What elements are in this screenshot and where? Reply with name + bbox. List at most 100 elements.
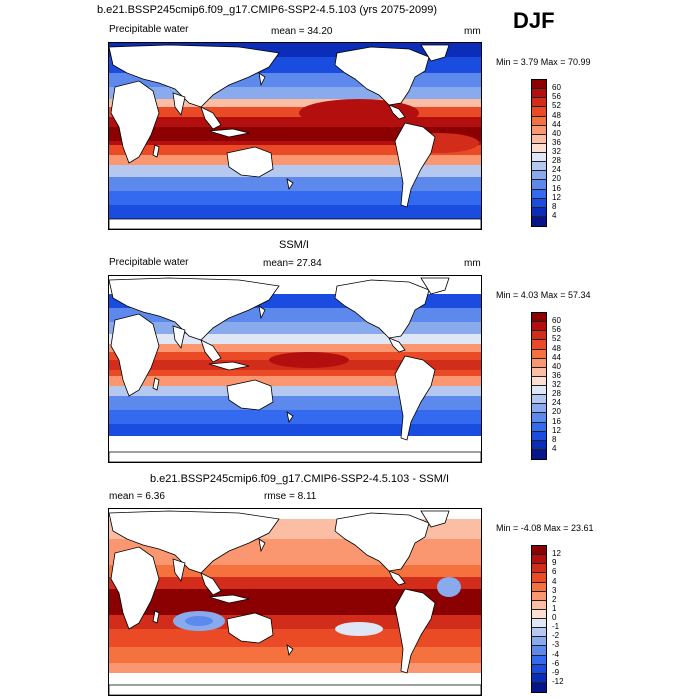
colorbar-tick-label: 4 (552, 576, 557, 586)
colorbar-swatch (532, 449, 546, 459)
panel1-title: b.e21.BSSP245cmip6.f09_g17.CMIP6-SSP2-4.… (97, 4, 437, 16)
continent-south-america (394, 122, 436, 208)
continent-se-asia (200, 339, 222, 363)
continent-north-america (334, 46, 430, 106)
colorbar-tick-label: 48 (552, 343, 561, 353)
colorbar-tick-label: 9 (552, 558, 557, 568)
colorbar-swatch (532, 134, 546, 144)
continent-south-america (394, 588, 436, 674)
panel1-map-svg (109, 43, 481, 229)
colorbar-tick-label: 52 (552, 334, 561, 344)
colorbar-swatch (532, 573, 546, 583)
panel3-map (108, 508, 482, 696)
colorbar-swatch (532, 600, 546, 610)
colorbar-tick-label: 36 (552, 137, 561, 147)
panel3-colorbar (531, 545, 547, 693)
panel3-map-svg (109, 509, 481, 695)
panel2-map (108, 275, 482, 463)
colorbar-swatch (532, 80, 546, 90)
panel2-colorbar-labels: 60 56 52 48 44 40 36 32 28 24 20 16 12 8 4 (552, 312, 582, 458)
colorbar-tick-label: 4 (552, 210, 557, 220)
colorbar-swatch (532, 98, 546, 108)
colorbar-swatch (532, 340, 546, 350)
colorbar-swatch (532, 153, 546, 163)
colorbar-tick-label: 32 (552, 147, 561, 156)
colorbar-tick-label: 4 (552, 443, 557, 453)
colorbar-tick-label: 24 (552, 165, 561, 175)
panel2-map-svg (109, 276, 481, 462)
season-label: DJF (513, 8, 555, 33)
colorbar-tick-label: -4 (552, 649, 560, 659)
colorbar-swatch (532, 646, 546, 656)
colorbar-tick-label: 40 (552, 361, 561, 371)
panel1-continents (109, 44, 481, 229)
continent-africa (110, 546, 160, 630)
panel2-mean: mean= 27.84 (263, 258, 322, 269)
colorbar-swatch (532, 313, 546, 323)
continent-madagascar (152, 377, 160, 391)
panel3-continents (109, 510, 481, 695)
colorbar-tick-label: 24 (552, 398, 561, 408)
continent-australia (226, 379, 274, 411)
continent-madagascar (152, 144, 160, 158)
colorbar-swatch (532, 628, 546, 638)
colorbar-tick-label: -1 (552, 622, 560, 632)
colorbar-tick-label: 3 (552, 585, 557, 595)
colorbar-swatch (532, 404, 546, 414)
continent-africa (110, 80, 160, 164)
continent-japan (258, 72, 266, 87)
colorbar-swatch (532, 180, 546, 190)
colorbar-tick-label: 28 (552, 389, 561, 399)
continent-greenland (420, 44, 450, 62)
colorbar-tick-label: 16 (552, 416, 561, 426)
colorbar-tick-label: 2 (552, 594, 557, 604)
continent-greenland (420, 510, 450, 528)
colorbar-tick-label: 6 (552, 567, 557, 577)
colorbar-tick-label: 12 (552, 425, 561, 435)
panel1-colorbar (531, 79, 547, 227)
colorbar-swatch (532, 591, 546, 601)
panel3-colorbar-labels: 12 9 6 4 3 2 1 0 -1 -2 -3 -4 -6 -9 -12 (552, 545, 582, 691)
continent-eurasia (109, 44, 280, 108)
colorbar-tick-label: 56 (552, 92, 561, 102)
colorbar-swatch (532, 107, 546, 117)
colorbar-swatch (532, 207, 546, 217)
colorbar-tick-label: 60 (552, 316, 561, 326)
colorbar-swatch (532, 349, 546, 359)
colorbar-swatch (532, 143, 546, 153)
colorbar-swatch (532, 546, 546, 556)
continent-central-america (388, 104, 406, 120)
panel2-title: SSM/I (279, 239, 309, 251)
colorbar-swatch (532, 322, 546, 332)
continent-se-asia (200, 106, 222, 130)
panel1-minmax: Min = 3.79 Max = 70.99 (496, 57, 591, 67)
colorbar-tick-label: 1 (552, 603, 557, 613)
panel3-minmax: Min = -4.08 Max = 23.61 (496, 523, 594, 533)
colorbar-swatch (532, 386, 546, 396)
panel3-title: b.e21.BSSP245cmip6.f09_g17.CMIP6-SSP2-4.… (150, 473, 449, 485)
panel2-variable: Precipitable water (109, 257, 189, 268)
colorbar-tick-label: 8 (552, 201, 557, 211)
continent-antarctica (109, 451, 481, 462)
panel1-map (108, 42, 482, 230)
panel2-colorbar (531, 312, 547, 460)
panel3-rmse: rmse = 8.11 (264, 491, 317, 502)
colorbar-tick-label: 12 (552, 192, 561, 202)
colorbar-tick-label: 32 (552, 380, 561, 389)
panel1-variable: Precipitable water (109, 24, 189, 35)
colorbar-tick-label: -3 (552, 640, 560, 650)
continent-madagascar (152, 610, 160, 624)
panel3-mean: mean = 6.36 (109, 491, 165, 502)
continent-se-asia (200, 572, 222, 596)
colorbar-tick-label: 12 (552, 549, 561, 559)
colorbar-tick-label: -6 (552, 658, 560, 668)
panel1-units: mm (464, 26, 481, 37)
continent-north-america (334, 279, 430, 339)
panel2-minmax: Min = 4.03 Max = 57.34 (496, 290, 591, 300)
continent-eurasia (109, 277, 280, 341)
panel1-colorbar-labels: 60 56 52 48 44 40 36 32 28 24 20 16 12 8 4 (552, 79, 582, 225)
colorbar-tick-label: -12 (552, 676, 564, 686)
colorbar-swatch (532, 664, 546, 674)
colorbar-swatch (532, 619, 546, 629)
colorbar-swatch (532, 198, 546, 208)
